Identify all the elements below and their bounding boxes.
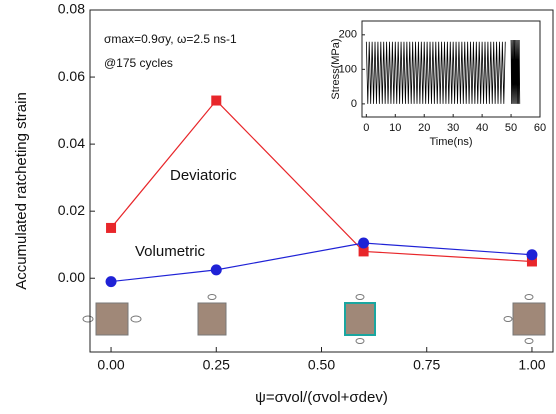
marker <box>105 276 117 288</box>
y-tick-label: 0.06 <box>58 68 85 84</box>
y-tick-label: 0.02 <box>58 202 85 218</box>
marker <box>210 264 222 276</box>
y-axis-label: Accumulated ratcheting strain <box>13 92 30 290</box>
x-tick-label: 0.00 <box>97 357 124 373</box>
x-tick-label: 10 <box>389 122 401 134</box>
series-line <box>110 242 532 283</box>
x-axis-label: Time(ns) <box>430 136 473 148</box>
annotation: σmax=0.9σy, ω=2.5 ns-1 <box>104 32 237 46</box>
y-tick-label: 100 <box>339 63 357 75</box>
x-tick-label: 60 <box>534 122 546 134</box>
x-tick-label: 30 <box>447 122 459 134</box>
x-axis-label: ψ=σvol/(σvol+σdev) <box>255 389 388 406</box>
y-tick-label: 0 <box>351 98 357 110</box>
annotation: @175 cycles <box>104 56 173 70</box>
series-line <box>110 99 532 263</box>
marker <box>106 222 117 233</box>
series-line <box>510 39 521 104</box>
x-tick-label: 0.25 <box>203 357 230 373</box>
stress-state-icons <box>82 294 546 344</box>
series-line <box>365 41 506 104</box>
x-tick-label: 50 <box>505 122 517 134</box>
y-tick-label: 200 <box>339 29 357 41</box>
x-tick-label: 20 <box>418 122 430 134</box>
y-tick-label: 0.00 <box>58 269 85 285</box>
marker <box>526 256 537 267</box>
marker <box>526 249 538 261</box>
y-tick-label: 0.08 <box>58 1 85 17</box>
x-tick-label: 1.00 <box>518 357 545 373</box>
x-tick-label: 40 <box>476 122 488 134</box>
marker <box>358 246 369 257</box>
x-tick-label: 0.50 <box>308 357 335 373</box>
x-tick-label: 0.75 <box>413 357 440 373</box>
marker <box>211 95 222 106</box>
y-tick-label: 0.04 <box>58 135 85 151</box>
marker <box>358 237 370 249</box>
annotation: Deviatoric <box>170 167 237 184</box>
annotation: Volumetric <box>135 243 206 260</box>
y-axis-label: Stress(MPa) <box>330 38 342 99</box>
x-tick-label: 0 <box>363 122 369 134</box>
